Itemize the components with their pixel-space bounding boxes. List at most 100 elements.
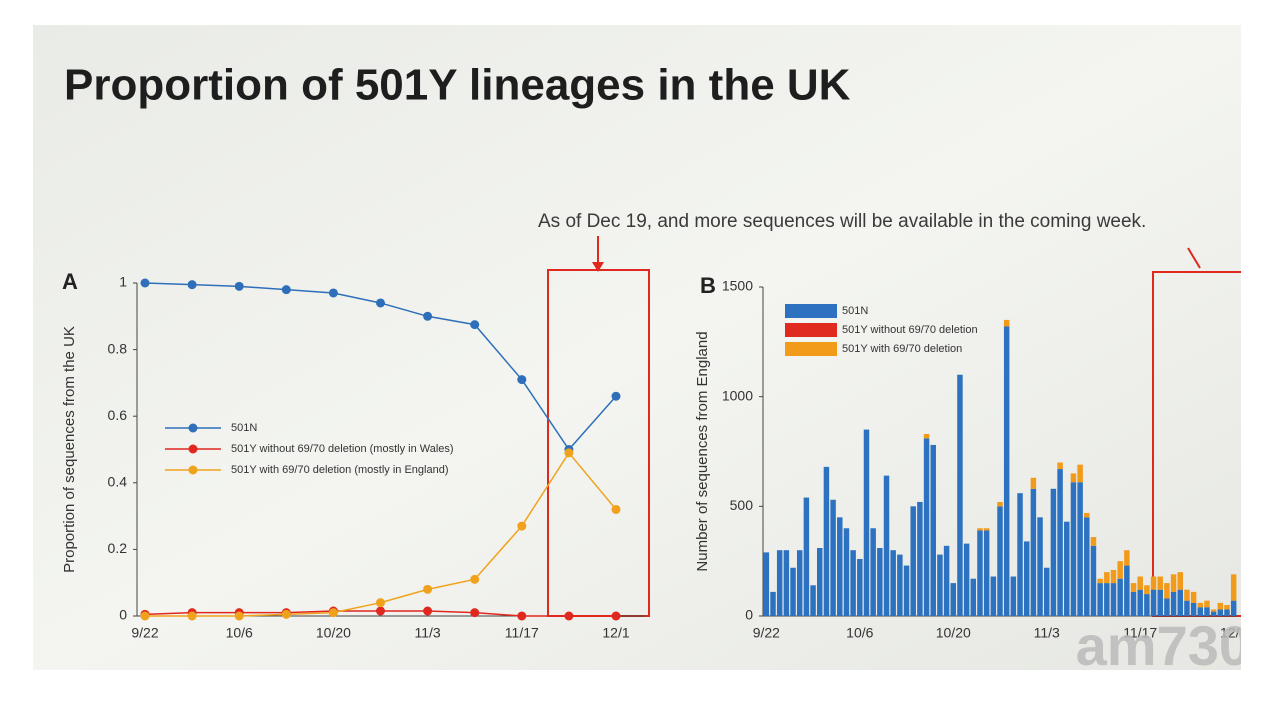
- bar-segment: [1197, 607, 1204, 616]
- arrow-head: [592, 262, 604, 272]
- bar-segment: [810, 585, 816, 616]
- y-tick-label: 1: [119, 274, 127, 290]
- bar-segment: [950, 583, 957, 616]
- y-tick-label: 0.8: [108, 340, 128, 356]
- bar-segment: [1097, 578, 1103, 584]
- legend-label: 501Y with 69/70 deletion: [842, 343, 962, 355]
- bar-segment: [1177, 589, 1183, 616]
- bar-segment: [910, 506, 916, 616]
- panel-label: B: [700, 273, 716, 298]
- data-point: [517, 375, 527, 385]
- bar-segment: [1184, 600, 1190, 616]
- data-point: [611, 391, 621, 401]
- bar-segment: [1117, 578, 1123, 616]
- bar-segment: [1204, 600, 1210, 608]
- bar-segment: [1010, 576, 1017, 616]
- data-point: [328, 608, 338, 618]
- bar-segment: [763, 552, 770, 616]
- bar-segment: [997, 501, 1003, 507]
- bar-segment: [1070, 482, 1077, 616]
- bar-segment: [977, 530, 983, 616]
- bar-segment: [930, 444, 936, 616]
- panel-label: A: [62, 269, 78, 294]
- data-point: [140, 611, 150, 621]
- bar-segment: [1184, 589, 1190, 601]
- bar-segment: [783, 550, 790, 616]
- annotation-arrow: [1187, 247, 1201, 269]
- data-point: [564, 611, 574, 621]
- bar-segment: [1084, 517, 1090, 616]
- bar-segment: [923, 433, 930, 439]
- x-tick-label: 10/20: [936, 625, 971, 641]
- legend-marker: [188, 423, 198, 433]
- bar-segment: [857, 558, 863, 616]
- bar-segment: [970, 578, 977, 616]
- legend-marker: [188, 444, 198, 454]
- bar-segment: [1150, 589, 1157, 616]
- bar-segment: [1090, 537, 1097, 546]
- data-point: [517, 611, 527, 621]
- bar-segment: [1130, 591, 1137, 616]
- watermark: am730: [1076, 614, 1250, 677]
- data-point: [234, 611, 244, 621]
- bar-segment: [977, 528, 983, 531]
- data-point: [187, 611, 197, 621]
- bar-segment: [796, 550, 803, 616]
- bar-segment: [983, 528, 990, 531]
- bar-segment: [1217, 602, 1224, 610]
- bar-segment: [830, 499, 836, 616]
- bar-segment: [890, 550, 896, 616]
- bar-segment: [1017, 493, 1023, 616]
- bar-segment: [1050, 488, 1057, 616]
- legend-swatch: [785, 323, 837, 337]
- bar-segment: [1164, 583, 1170, 599]
- legend-label: 501Y with 69/70 deletion (mostly in Engl…: [231, 464, 449, 476]
- data-point: [611, 611, 621, 621]
- y-tick-label: 0.6: [108, 407, 128, 423]
- bar-segment: [850, 550, 856, 616]
- bar-segment: [1110, 569, 1117, 584]
- bar-segment: [1003, 319, 1010, 327]
- bar-segment: [823, 466, 830, 616]
- legend-label: 501Y without 69/70 deletion: [842, 324, 978, 336]
- bar-segment: [1224, 609, 1230, 616]
- data-point: [423, 584, 433, 594]
- bar-segment: [790, 567, 796, 616]
- legend-label: 501N: [842, 305, 868, 317]
- data-point: [564, 448, 574, 458]
- bar-segment: [1077, 482, 1083, 616]
- data-point: [376, 598, 385, 608]
- bar-segment: [1217, 609, 1224, 616]
- x-tick-label: 10/6: [226, 625, 253, 641]
- y-tick-label: 1500: [722, 278, 753, 294]
- bar-segment: [1197, 602, 1204, 608]
- y-axis-title: Number of sequences from England: [694, 331, 711, 571]
- bar-segment: [817, 548, 823, 616]
- x-tick-label: 11/3: [414, 625, 440, 641]
- data-point: [187, 280, 197, 290]
- data-point: [234, 281, 244, 291]
- legend-marker: [188, 465, 198, 475]
- bar-segment: [870, 528, 876, 616]
- bar-segment: [1030, 488, 1037, 616]
- data-point: [423, 311, 433, 321]
- bar-segment: [1204, 607, 1210, 616]
- bar-segment: [1030, 477, 1037, 489]
- bar-segment: [1144, 594, 1150, 616]
- bar-segment: [1224, 605, 1230, 610]
- bar-segment: [1097, 583, 1103, 616]
- bar-segment: [843, 528, 850, 616]
- x-tick-label: 12/1: [602, 625, 629, 641]
- data-point: [517, 521, 527, 531]
- bar-segment: [1090, 545, 1097, 616]
- x-tick-label: 11/17: [1123, 625, 1157, 641]
- bar-segment: [1043, 567, 1050, 616]
- bar-segment: [837, 517, 843, 616]
- slide-title: Proportion of 501Y lineages in the UK: [64, 61, 851, 110]
- bar-segment: [997, 506, 1003, 616]
- y-axis-title: Proportion of sequences from the UK: [61, 326, 78, 573]
- bar-segment: [1190, 602, 1197, 616]
- data-point: [470, 574, 480, 584]
- data-point: [328, 288, 338, 298]
